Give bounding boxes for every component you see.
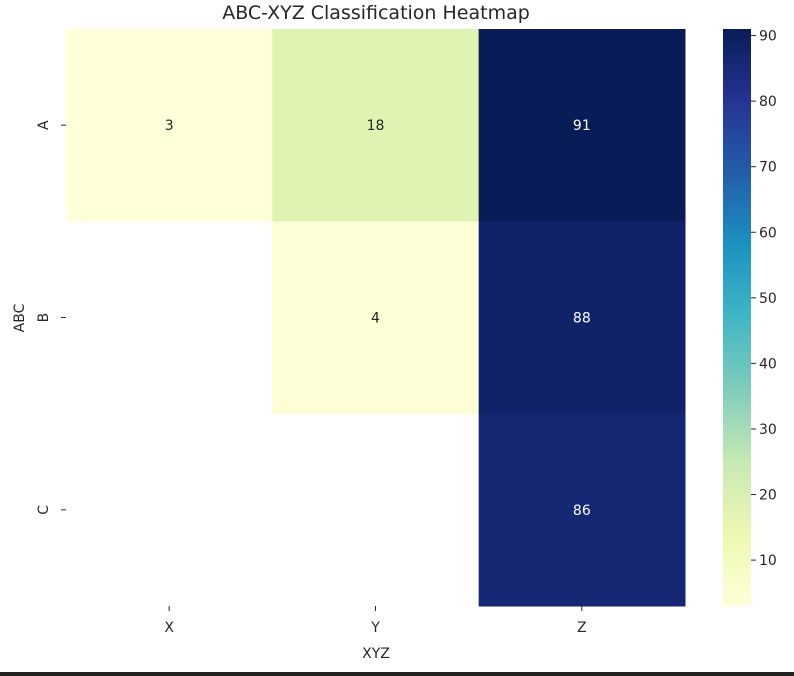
cell-annotation: 18 bbox=[367, 118, 385, 134]
cell-annotations: 3 18 91 4 88 86 bbox=[165, 118, 591, 519]
y-tick-label: B bbox=[36, 313, 52, 323]
heatmap-cell-A-X bbox=[66, 29, 273, 222]
colorbar-tick-label: 10 bbox=[759, 553, 777, 569]
colorbar-tick-label: 20 bbox=[759, 488, 777, 504]
x-tick-label: X bbox=[164, 620, 174, 636]
colorbar-tick-label: 60 bbox=[759, 225, 777, 241]
heatmap-cell-B-Y bbox=[272, 221, 480, 415]
cell-annotation: 3 bbox=[165, 118, 174, 134]
colorbar-tick-label: 50 bbox=[759, 291, 777, 307]
heatmap-cell-A-Y bbox=[272, 29, 480, 222]
heatmap-cells bbox=[66, 29, 686, 607]
x-tick-label: Y bbox=[370, 620, 380, 636]
heatmap-cell-A-Z bbox=[478, 29, 686, 222]
cell-annotation: 4 bbox=[371, 311, 380, 327]
colorbar-ticks: 10 20 30 40 50 60 70 80 90 bbox=[751, 29, 777, 569]
y-axis-label: ABC bbox=[12, 303, 28, 332]
colorbar-tick-label: 30 bbox=[759, 422, 777, 438]
y-tick-label: A bbox=[36, 120, 52, 130]
x-axis-label: XYZ bbox=[362, 646, 390, 662]
heatmap-cell-B-Z bbox=[478, 221, 686, 415]
bottom-border bbox=[0, 672, 794, 676]
x-tick-label: Z bbox=[577, 620, 587, 636]
heatmap-cell-C-Z bbox=[478, 413, 686, 607]
colorbar bbox=[723, 29, 751, 606]
x-ticks: X Y Z bbox=[164, 606, 587, 636]
cell-annotation: 88 bbox=[573, 311, 591, 327]
colorbar-tick-label: 90 bbox=[759, 29, 777, 45]
y-tick-label: C bbox=[36, 505, 52, 515]
colorbar-tick-label: 80 bbox=[759, 94, 777, 110]
cell-annotation: 91 bbox=[573, 118, 591, 134]
y-ticks: A B C bbox=[36, 120, 66, 515]
chart-title: ABC-XYZ Classification Heatmap bbox=[222, 2, 530, 24]
colorbar-tick-label: 70 bbox=[759, 160, 777, 176]
cell-annotation: 86 bbox=[573, 503, 591, 519]
colorbar-tick-label: 40 bbox=[759, 356, 777, 372]
